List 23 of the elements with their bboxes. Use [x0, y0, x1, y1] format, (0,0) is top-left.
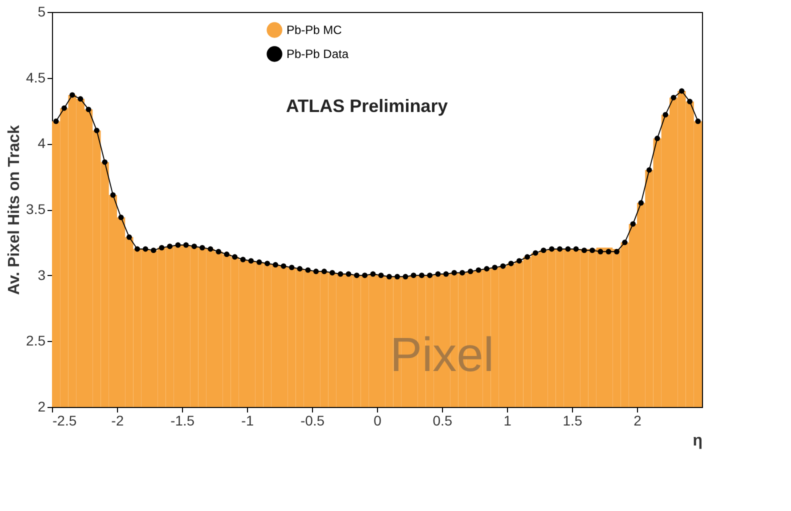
x-tick-label: 1: [504, 412, 512, 428]
legend-label: Pb-Pb MC: [286, 23, 342, 37]
y-tick-label: 2.5: [26, 332, 46, 349]
y-tick-label: 3.5: [26, 201, 46, 217]
y-axis-title: Av. Pixel Hits on Track: [6, 124, 24, 295]
legend-label: Pb-Pb Data: [286, 47, 349, 61]
y-tick-label: 4.5: [26, 69, 46, 86]
y-tick-label: 3: [38, 266, 46, 283]
x-tick-label: -0.5: [300, 412, 325, 428]
y-tick-label: 2: [38, 398, 46, 414]
x-tick-label: 0: [374, 412, 382, 428]
x-tick-label: -1.5: [170, 412, 195, 428]
y-tick-label: 4: [38, 135, 46, 152]
x-axis-title: η: [692, 432, 702, 450]
x-tick-label: 2: [634, 412, 642, 428]
x-tick-label: -1: [241, 412, 254, 428]
annotation: ATLAS Preliminary: [286, 96, 448, 116]
x-tick-label: -2: [111, 412, 124, 428]
y-tick-label: 5: [38, 4, 46, 20]
x-tick-label: 0.5: [432, 412, 452, 428]
annotation: Pixel: [390, 329, 494, 382]
x-tick-label: 1.5: [562, 412, 582, 428]
x-tick-label: -2.5: [52, 412, 77, 428]
